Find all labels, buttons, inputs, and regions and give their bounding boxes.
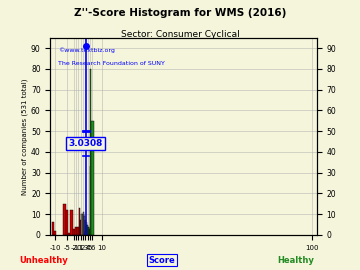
Text: ©www.textbiz.org: ©www.textbiz.org bbox=[58, 48, 115, 53]
Text: The Research Foundation of SUNY: The Research Foundation of SUNY bbox=[58, 62, 165, 66]
Bar bbox=[66, 210, 68, 235]
Bar bbox=[87, 225, 88, 235]
Bar bbox=[63, 204, 66, 235]
Text: Healthy: Healthy bbox=[277, 256, 314, 265]
Bar bbox=[75, 227, 77, 235]
Bar bbox=[83, 212, 84, 235]
Bar bbox=[85, 220, 86, 235]
Text: Unhealthy: Unhealthy bbox=[19, 256, 68, 265]
Bar bbox=[77, 227, 79, 235]
Bar bbox=[51, 222, 54, 235]
Bar bbox=[68, 233, 70, 235]
Text: Score: Score bbox=[149, 256, 175, 265]
Bar bbox=[80, 220, 81, 235]
Bar bbox=[79, 208, 80, 235]
Y-axis label: Number of companies (531 total): Number of companies (531 total) bbox=[22, 78, 28, 195]
Bar bbox=[88, 227, 89, 235]
Bar bbox=[89, 229, 90, 235]
Bar bbox=[84, 216, 85, 235]
Bar bbox=[82, 214, 83, 235]
Bar bbox=[90, 69, 91, 235]
Text: Sector: Consumer Cyclical: Sector: Consumer Cyclical bbox=[121, 30, 239, 39]
Text: 3.0308: 3.0308 bbox=[68, 139, 103, 148]
Bar bbox=[91, 121, 94, 235]
Bar bbox=[73, 229, 75, 235]
Bar bbox=[81, 214, 82, 235]
Bar bbox=[54, 231, 56, 235]
Bar bbox=[70, 210, 73, 235]
Text: Z''-Score Histogram for WMS (2016): Z''-Score Histogram for WMS (2016) bbox=[74, 8, 286, 18]
Bar bbox=[86, 225, 87, 235]
